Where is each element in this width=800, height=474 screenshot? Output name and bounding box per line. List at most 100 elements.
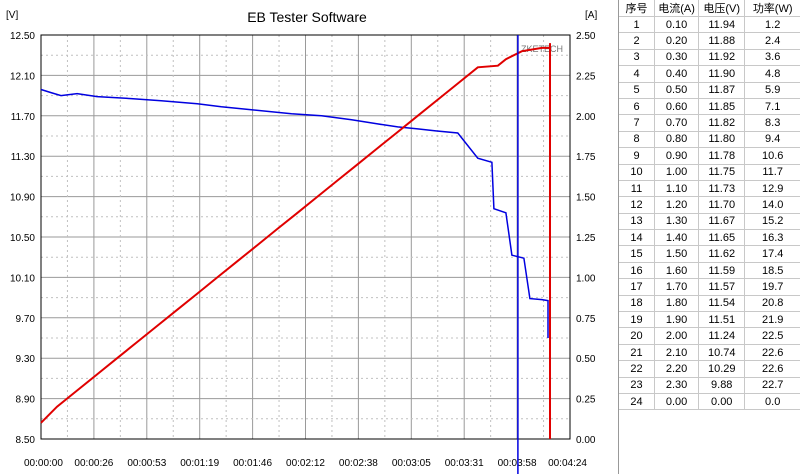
left-tick-label: 8.90 <box>16 395 36 406</box>
col-header-index[interactable]: 序号 <box>619 0 656 17</box>
table-row[interactable]: 5 0.50 11.87 5.9 <box>619 82 800 99</box>
x-tick-label: 00:01:46 <box>233 458 272 469</box>
cell-current: 1.00 <box>654 164 700 181</box>
cell-voltage: 11.90 <box>698 65 746 83</box>
cell-current: 1.50 <box>654 245 700 263</box>
cell-index: 23 <box>619 377 656 394</box>
left-tick-label: 12.10 <box>10 71 35 82</box>
cell-voltage: 11.75 <box>698 164 746 181</box>
left-axis-unit: [V] <box>6 10 18 21</box>
cell-current: 1.70 <box>654 278 700 296</box>
cell-index: 13 <box>619 213 656 231</box>
left-tick-label: 11.70 <box>11 112 36 123</box>
right-tick-label: 0.25 <box>576 395 596 406</box>
cell-power: 20.8 <box>744 295 800 313</box>
cell-voltage: 11.67 <box>698 213 746 231</box>
cell-voltage: 11.92 <box>698 49 746 67</box>
cell-voltage: 9.88 <box>698 377 746 394</box>
cell-index: 6 <box>619 98 656 116</box>
cell-voltage: 11.80 <box>698 131 746 149</box>
cell-power: 2.4 <box>744 32 800 50</box>
x-tick-label: 00:02:12 <box>286 458 325 469</box>
table-row[interactable]: 14 1.40 11.65 16.3 <box>619 229 800 247</box>
cell-power: 5.9 <box>744 82 800 99</box>
cell-current: 1.80 <box>654 295 700 313</box>
cell-current: 0.50 <box>654 82 700 99</box>
cell-index: 8 <box>619 131 656 149</box>
col-header-current[interactable]: 电流(A) <box>654 0 700 17</box>
series-layer <box>40 43 551 439</box>
cell-voltage: 11.54 <box>698 295 746 313</box>
cell-power: 16.3 <box>744 229 800 247</box>
cell-index: 10 <box>619 164 656 181</box>
cell-current: 0.30 <box>654 49 700 67</box>
cell-current: 0.70 <box>654 114 700 132</box>
col-header-voltage[interactable]: 电压(V) <box>698 0 746 17</box>
cell-index: 4 <box>619 65 656 83</box>
chart-svg: EB Tester Software [V] [A] 12.50 12.10 11.… <box>6 9 597 474</box>
table-row[interactable]: 7 0.70 11.82 8.3 <box>619 114 800 132</box>
cell-voltage: 11.57 <box>698 278 746 296</box>
right-tick-label: 0.50 <box>576 354 596 365</box>
table-row[interactable]: 22 2.20 10.29 22.6 <box>619 360 800 378</box>
table-row[interactable]: 4 0.40 11.90 4.8 <box>619 65 800 83</box>
table-row[interactable]: 11 1.10 11.73 12.9 <box>619 180 800 198</box>
table-row[interactable]: 8 0.80 11.80 9.4 <box>619 131 800 149</box>
left-tick-label: 12.50 <box>10 31 35 42</box>
cell-voltage: 10.74 <box>698 344 746 362</box>
cell-power: 9.4 <box>744 131 800 149</box>
cell-power: 17.4 <box>744 245 800 263</box>
table-row[interactable]: 2 0.20 11.88 2.4 <box>619 32 800 50</box>
table-header-row: 序号 电流(A) 电压(V) 功率(W) <box>619 0 800 17</box>
table-row[interactable]: 16 1.60 11.59 18.5 <box>619 262 800 280</box>
left-tick-label: 10.10 <box>10 273 35 284</box>
right-tick-label: 1.00 <box>576 273 596 284</box>
current-series-line <box>40 43 551 439</box>
table-row[interactable]: 12 1.20 11.70 14.0 <box>619 196 800 214</box>
table-row[interactable]: 24 0.00 0.00 0.0 <box>619 393 800 411</box>
table-row[interactable]: 17 1.70 11.57 19.7 <box>619 278 800 296</box>
cell-voltage: 11.24 <box>698 327 746 345</box>
right-tick-label: 2.00 <box>576 112 596 123</box>
left-tick-label: 9.30 <box>16 354 36 365</box>
cell-power: 3.6 <box>744 49 800 67</box>
table-row[interactable]: 23 2.30 9.88 22.7 <box>619 377 800 394</box>
table-row[interactable]: 3 0.30 11.92 3.6 <box>619 49 800 67</box>
col-header-power[interactable]: 功率(W) <box>744 0 800 17</box>
cell-index: 1 <box>619 16 656 34</box>
cell-voltage: 11.73 <box>698 180 746 198</box>
cell-power: 22.6 <box>744 344 800 362</box>
right-tick-label: 1.25 <box>576 233 596 244</box>
cell-power: 19.7 <box>744 278 800 296</box>
table-row[interactable]: 20 2.00 11.24 22.5 <box>619 327 800 345</box>
table-row[interactable]: 15 1.50 11.62 17.4 <box>619 245 800 263</box>
table-row[interactable]: 19 1.90 11.51 21.9 <box>619 311 800 329</box>
table-row[interactable]: 13 1.30 11.67 15.2 <box>619 213 800 231</box>
cell-index: 16 <box>619 262 656 280</box>
data-table-panel[interactable]: 序号 电流(A) 电压(V) 功率(W) 1 0.10 11.94 1.2 2 0.20 1… <box>618 0 800 474</box>
cell-index: 7 <box>619 114 656 132</box>
table-row[interactable]: 10 1.00 11.75 11.7 <box>619 164 800 181</box>
cell-index: 21 <box>619 344 656 362</box>
cell-current: 0.80 <box>654 131 700 149</box>
left-tick-label: 10.90 <box>10 193 35 204</box>
cell-voltage: 11.88 <box>698 32 746 50</box>
right-axis-unit: [A] <box>585 10 597 21</box>
cell-voltage: 11.59 <box>698 262 746 280</box>
table-row[interactable]: 1 0.10 11.94 1.2 <box>619 16 800 34</box>
cell-current: 2.20 <box>654 360 700 378</box>
table-row[interactable]: 21 2.10 10.74 22.6 <box>619 344 800 362</box>
cell-voltage: 11.51 <box>698 311 746 329</box>
cell-current: 0.10 <box>654 16 700 34</box>
table-row[interactable]: 6 0.60 11.85 7.1 <box>619 98 800 116</box>
right-tick-label: 0.75 <box>576 314 596 325</box>
left-tick-label: 11.30 <box>11 152 36 163</box>
cell-index: 15 <box>619 245 656 263</box>
brand-watermark: ZKETECH <box>521 44 563 54</box>
cell-power: 22.7 <box>744 377 800 394</box>
table-row[interactable]: 18 1.80 11.54 20.8 <box>619 295 800 313</box>
cell-index: 22 <box>619 360 656 378</box>
cell-power: 11.7 <box>744 164 800 181</box>
table-row[interactable]: 9 0.90 11.78 10.6 <box>619 147 800 165</box>
cell-power: 7.1 <box>744 98 800 116</box>
